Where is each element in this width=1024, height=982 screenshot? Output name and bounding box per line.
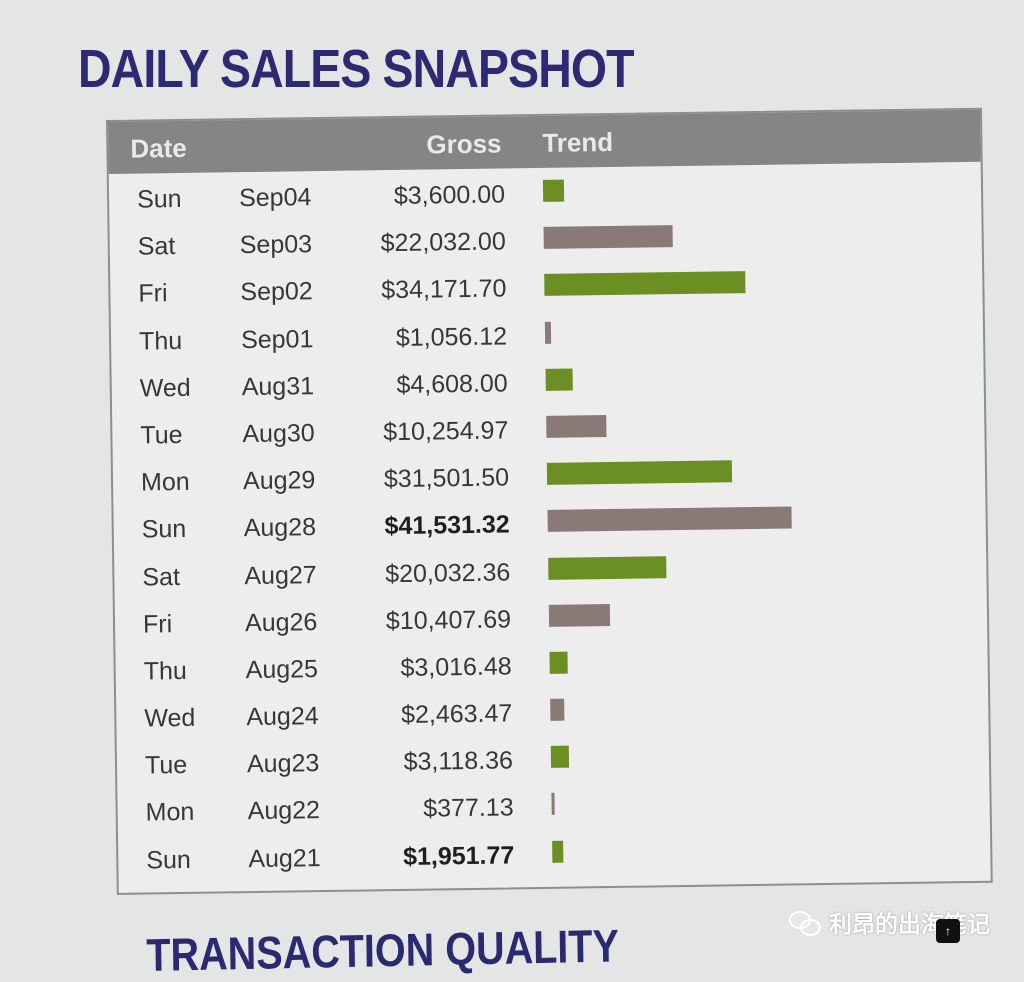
gross-value: $1,951.77 [402,840,515,871]
gross-value: $10,254.97 [383,416,509,447]
day-label: Mon [140,467,190,497]
date-label: Aug30 [242,419,315,449]
gross-value: $1,056.12 [395,321,508,352]
daily-sales-panel: Date Gross Trend Sun Sep04 $3,600.00 Sat… [106,107,993,895]
trend-bar [550,745,570,769]
watermark: 利昂的出海笔记 [787,905,990,939]
day-label: Sat [142,562,181,592]
trend-bar [552,840,564,863]
sales-rows: Sun Sep04 $3,600.00 Sat Sep03 $22,032.00… [109,166,991,886]
trend-bar [544,271,746,297]
day-label: Thu [138,326,183,356]
date-label: Aug24 [246,702,319,732]
date-label: Aug27 [244,560,317,590]
gross-value: $3,600.00 [393,180,506,210]
day-label: Tue [144,751,188,780]
trend-column-header: Trend [542,126,614,158]
gross-value: $10,407.69 [385,605,512,635]
day-label: Mon [145,798,195,827]
table-header: Date Gross Trend [108,109,981,174]
trend-bar [548,603,611,627]
page-title: DAILY SALES SNAPSHOT [78,39,635,99]
app-badge-icon: ↑ [936,919,960,943]
trend-bar [543,225,673,250]
date-label: Aug22 [247,796,321,826]
date-label: Aug21 [248,843,321,873]
trend-bar [542,179,565,202]
next-section-title: TRANSACTION QUALITY [146,919,620,981]
date-label: Aug26 [244,607,318,637]
trend-bar [550,698,565,721]
trend-bar [544,321,552,344]
trend-bar [547,506,792,533]
gross-value: $22,032.00 [380,227,506,258]
day-label: Wed [144,703,196,733]
date-label: Sep01 [240,324,314,354]
date-label: Sep02 [240,277,313,307]
date-label: Sep04 [238,183,312,213]
gross-column-header: Gross [426,128,502,160]
day-label: Tue [140,420,183,450]
trend-bar [546,460,733,486]
gross-value: $377.13 [423,793,514,824]
date-label: Sep03 [239,230,313,260]
watermark-text: 利昂的出海笔记 [829,911,990,937]
day-label: Fri [138,279,168,308]
trend-bar [548,555,667,580]
gross-value: $4,608.00 [396,369,508,399]
day-label: Sun [146,845,192,875]
gross-value: $34,171.70 [381,274,507,305]
trend-bar [549,651,568,674]
trend-bar [546,414,607,438]
date-column-header: Date [130,132,187,164]
day-label: Sat [137,232,176,261]
gross-value: $41,531.32 [384,510,510,541]
gross-value: $3,118.36 [403,746,514,777]
day-label: Sun [136,184,182,214]
date-label: Aug29 [242,466,316,496]
day-label: Sun [141,515,187,544]
trend-bar [551,793,555,816]
date-label: Aug28 [243,513,317,543]
date-label: Aug31 [241,371,315,401]
trend-bar [545,368,573,391]
gross-value: $20,032.36 [385,557,511,588]
day-label: Thu [143,656,187,686]
gross-value: $31,501.50 [383,463,510,494]
date-label: Aug23 [246,749,320,779]
date-label: Aug25 [245,654,319,684]
gross-value: $2,463.47 [400,699,513,729]
gross-value: $3,016.48 [400,652,512,682]
day-label: Fri [142,609,173,639]
wechat-icon [787,909,821,936]
day-label: Wed [139,373,191,403]
